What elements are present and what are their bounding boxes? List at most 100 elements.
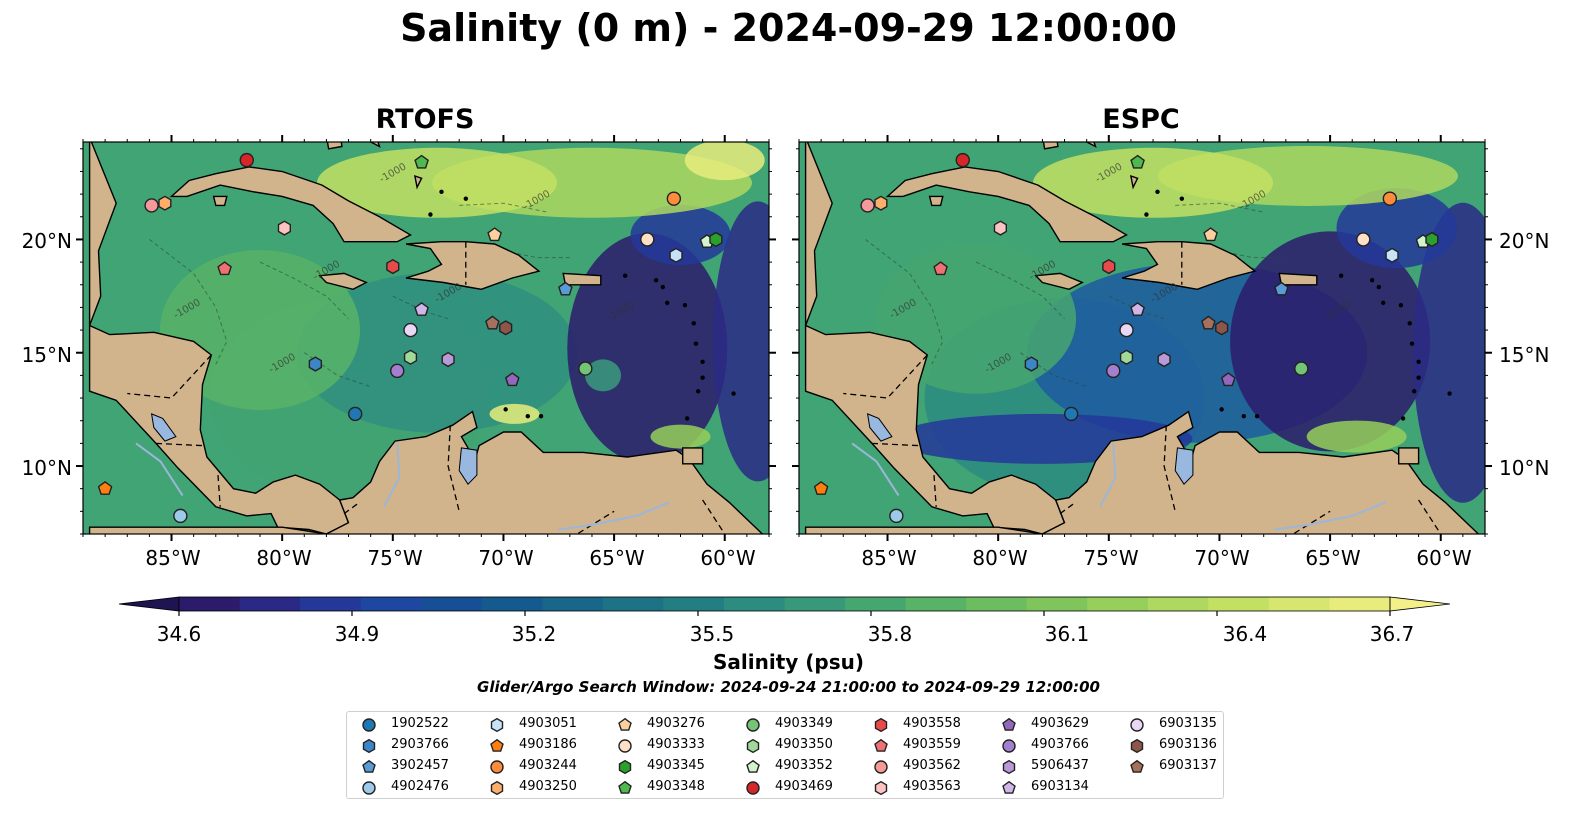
lon-label-65w-right: 65°W xyxy=(1305,546,1361,570)
panel-title-espc: ESPC xyxy=(1102,104,1180,135)
lon-label-60w-right: 60°W xyxy=(1416,546,1472,570)
lake-nicaragua xyxy=(866,413,893,442)
colorbar-bin xyxy=(845,597,907,611)
float-marker-4903558 xyxy=(386,258,400,275)
salinity-patch xyxy=(585,359,622,392)
legend-symbol xyxy=(490,780,504,796)
float-marker-1902522 xyxy=(347,406,363,422)
country-border xyxy=(343,501,360,515)
float-marker-4903629 xyxy=(504,372,520,387)
colorbar-label: Salinity (psu) xyxy=(712,650,864,674)
colorbar-bin xyxy=(239,597,301,611)
colorbar-bin xyxy=(179,597,241,611)
legend-marker-circle-icon xyxy=(1130,718,1144,732)
colorbar-bin xyxy=(966,597,1028,611)
small-island xyxy=(622,273,628,278)
land-hispaniola xyxy=(405,241,541,291)
colorbar-bin xyxy=(1208,597,1270,611)
bathymetry-contour xyxy=(304,352,371,388)
legend-symbol xyxy=(746,759,760,773)
colorbar-bin xyxy=(905,597,967,611)
river xyxy=(1099,443,1117,508)
country-border xyxy=(217,475,221,507)
legend-label: 4903333 xyxy=(647,737,705,752)
legend-symbol xyxy=(746,738,760,754)
float-marker-4903559 xyxy=(933,261,948,276)
legend-marker-hexagon-icon xyxy=(490,780,504,796)
legend-symbol xyxy=(490,760,504,774)
land-trinidad xyxy=(1398,447,1420,465)
float-marker-4903250 xyxy=(158,195,172,211)
float-marker-4903349 xyxy=(1294,361,1309,376)
lon-label-85w-right: 85°W xyxy=(861,546,917,570)
small-island xyxy=(1407,321,1412,326)
float-marker-6903135 xyxy=(1119,322,1134,338)
colorbar-bin xyxy=(1268,597,1331,611)
legend-label: 5906437 xyxy=(1031,758,1089,773)
colorbar-bin xyxy=(542,597,604,611)
float-marker-4903250 xyxy=(874,195,888,211)
map-frame xyxy=(82,141,770,535)
lat-label-20n-right: 20°N xyxy=(1499,229,1550,253)
legend-label: 4903186 xyxy=(519,737,577,752)
small-island xyxy=(439,189,444,195)
lat-label-15n-right: 15°N xyxy=(1499,343,1550,367)
colorbar-bin xyxy=(1026,597,1088,611)
salinity-patch xyxy=(1033,147,1274,218)
colorbar-bin xyxy=(1329,597,1391,611)
panel-title-rtofs: RTOFS xyxy=(375,104,475,135)
legend-symbol xyxy=(1002,759,1016,775)
lon-label-60w-left: 60°W xyxy=(700,546,756,570)
river xyxy=(1274,501,1386,531)
legend-label: 4903352 xyxy=(775,758,833,773)
legend-label: 4903051 xyxy=(519,716,577,731)
legend-label: 6903134 xyxy=(1031,779,1089,794)
country-border xyxy=(1418,499,1442,534)
land-jamaica xyxy=(318,272,368,291)
colorbar-bin xyxy=(1147,597,1209,611)
legend-label: 2903766 xyxy=(391,737,449,752)
salinity-patch xyxy=(1412,202,1485,503)
float-marker-4903469 xyxy=(239,152,254,168)
salinity-patch xyxy=(160,250,361,411)
legend-symbol xyxy=(490,738,504,752)
legend-symbol xyxy=(1130,738,1144,754)
salinity-patch xyxy=(317,147,558,218)
land-south-am xyxy=(88,410,764,534)
float-marker-6903134 xyxy=(1130,302,1145,316)
legend-label: 4902476 xyxy=(391,779,449,794)
legend-marker-pentagon-icon xyxy=(1002,717,1016,731)
bathymetry-contour xyxy=(1020,352,1087,388)
country-border xyxy=(702,499,726,534)
salinity-patch xyxy=(297,272,578,433)
small-island xyxy=(700,375,705,380)
colorbar-extend-low xyxy=(118,596,180,612)
legend-label: 4903349 xyxy=(775,716,833,731)
small-island xyxy=(693,341,699,346)
small-island xyxy=(653,278,659,283)
bathymetry-contour xyxy=(1175,202,1264,213)
land-trinidad xyxy=(682,447,704,465)
small-island xyxy=(525,413,530,419)
legend-marker-hexagon-icon xyxy=(618,759,632,775)
land-puertorico xyxy=(1278,272,1318,286)
colorbar-tick: 36.1 xyxy=(1044,622,1090,646)
map-panel-espc: -1000-1000-1000-1000-1000-1000-1000 xyxy=(792,135,1492,541)
legend-symbol xyxy=(618,739,632,753)
legend-label: 4903558 xyxy=(903,716,961,731)
legend-symbol xyxy=(1130,718,1144,732)
small-island xyxy=(428,212,433,217)
land-isla-pinos xyxy=(212,195,228,207)
lake-maracaibo xyxy=(1174,447,1194,485)
legend-marker-circle-icon xyxy=(362,781,376,795)
float-marker-1902522 xyxy=(1063,406,1079,422)
land-jamaica xyxy=(1034,272,1084,291)
salinity-patch xyxy=(712,201,769,482)
colorbar xyxy=(118,596,1451,616)
land-bahamas2 xyxy=(369,142,381,148)
legend-symbol xyxy=(618,717,632,731)
land-bahamas1 xyxy=(1042,142,1059,150)
lat-label-15n-left: 15°N xyxy=(21,343,72,367)
legend-symbol xyxy=(1002,717,1016,731)
legend-label: 4903562 xyxy=(903,758,961,773)
